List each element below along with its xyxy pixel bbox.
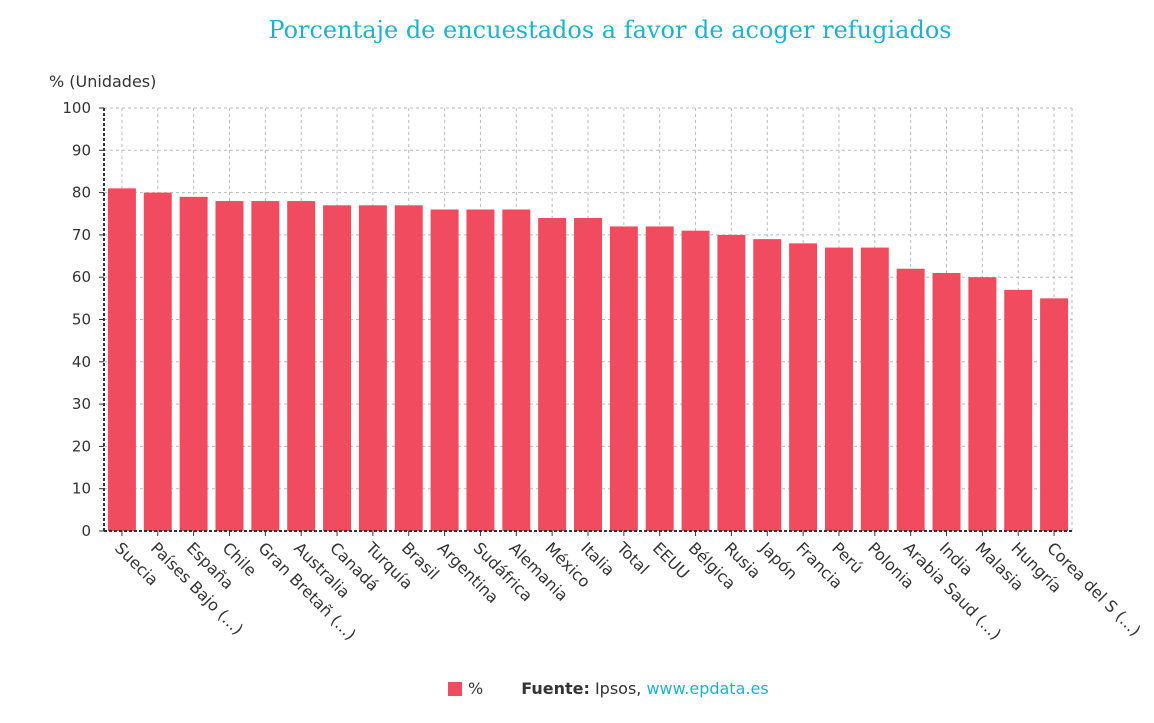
bar — [538, 217, 567, 532]
x-tick-label: Total — [612, 538, 653, 579]
y-tick-label: 100 — [62, 99, 91, 117]
source-link[interactable]: www.epdata.es — [646, 679, 769, 698]
footer: % Fuente: Ipsos, www.epdata.es — [448, 679, 769, 698]
bar — [609, 226, 638, 531]
y-tick-label: 50 — [72, 311, 91, 329]
bar — [1004, 289, 1033, 531]
x-tick-label: EEUU — [649, 538, 693, 582]
bar — [574, 217, 602, 532]
bar — [753, 239, 782, 531]
chart-title: Porcentaje de encuestados a favor de aco… — [268, 16, 952, 44]
y-tick-label: 0 — [81, 522, 91, 540]
bar — [430, 209, 459, 531]
bar — [789, 243, 818, 532]
y-tick-label: 10 — [72, 480, 91, 498]
legend-label: % — [468, 679, 484, 698]
bar — [179, 196, 208, 531]
y-tick-label: 30 — [72, 395, 91, 413]
y-tick-label: 20 — [72, 437, 91, 455]
y-tick-label: 60 — [72, 268, 91, 286]
bar — [717, 234, 746, 531]
bar — [860, 247, 889, 531]
bar — [896, 268, 925, 531]
bar — [645, 226, 674, 531]
y-tick-label: 40 — [72, 353, 91, 371]
source: Fuente: Ipsos, www.epdata.es — [521, 679, 768, 698]
source-text: Ipsos, — [589, 679, 647, 698]
x-tick-label: Japón — [756, 538, 802, 584]
bar — [681, 230, 710, 532]
source-label: Fuente: — [521, 679, 590, 698]
bar — [287, 201, 316, 531]
y-tick-label: 80 — [72, 184, 91, 202]
bar — [323, 205, 352, 532]
bar — [502, 209, 531, 531]
bar — [358, 205, 387, 532]
bar — [466, 209, 495, 531]
bar — [251, 201, 280, 531]
bar — [215, 201, 244, 531]
y-axis-label: % (Unidades) — [49, 72, 157, 91]
bar — [394, 205, 423, 532]
bar — [932, 272, 961, 531]
bar — [824, 247, 853, 531]
y-tick-label: 90 — [72, 141, 91, 159]
bar — [1040, 298, 1069, 531]
y-tick-label: 70 — [72, 226, 91, 244]
bar — [143, 192, 172, 531]
legend-swatch — [448, 681, 462, 696]
bar — [107, 188, 136, 531]
bar — [968, 277, 997, 531]
